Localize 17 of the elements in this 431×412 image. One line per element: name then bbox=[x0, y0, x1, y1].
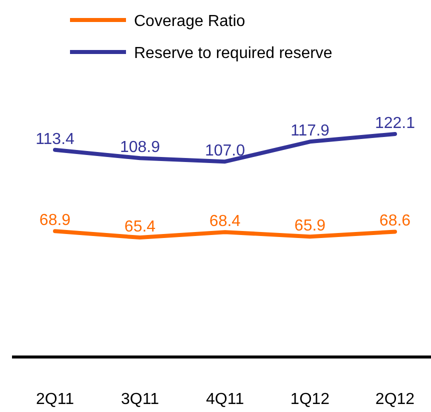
legend-label: Coverage Ratio bbox=[134, 13, 246, 30]
data-label: 65.4 bbox=[124, 218, 156, 236]
x-tick-label: 1Q12 bbox=[290, 391, 330, 408]
data-label: 107.0 bbox=[204, 142, 246, 160]
x-tick-label: 2Q12 bbox=[375, 391, 415, 408]
data-label: 68.6 bbox=[379, 212, 411, 230]
x-tick-label: 4Q11 bbox=[206, 391, 244, 408]
x-tick-label: 2Q11 bbox=[36, 391, 74, 408]
data-label: 122.1 bbox=[374, 115, 416, 132]
data-label: 65.9 bbox=[294, 218, 326, 235]
data-label: 117.9 bbox=[290, 122, 330, 140]
x-tick-label: 3Q11 bbox=[121, 391, 160, 408]
data-label: 68.4 bbox=[209, 213, 241, 230]
data-label: 68.9 bbox=[39, 212, 71, 230]
data-label: 108.9 bbox=[120, 139, 160, 156]
data-label: 113.4 bbox=[36, 130, 75, 148]
legend-label: Reserve to required reserve bbox=[134, 45, 332, 62]
